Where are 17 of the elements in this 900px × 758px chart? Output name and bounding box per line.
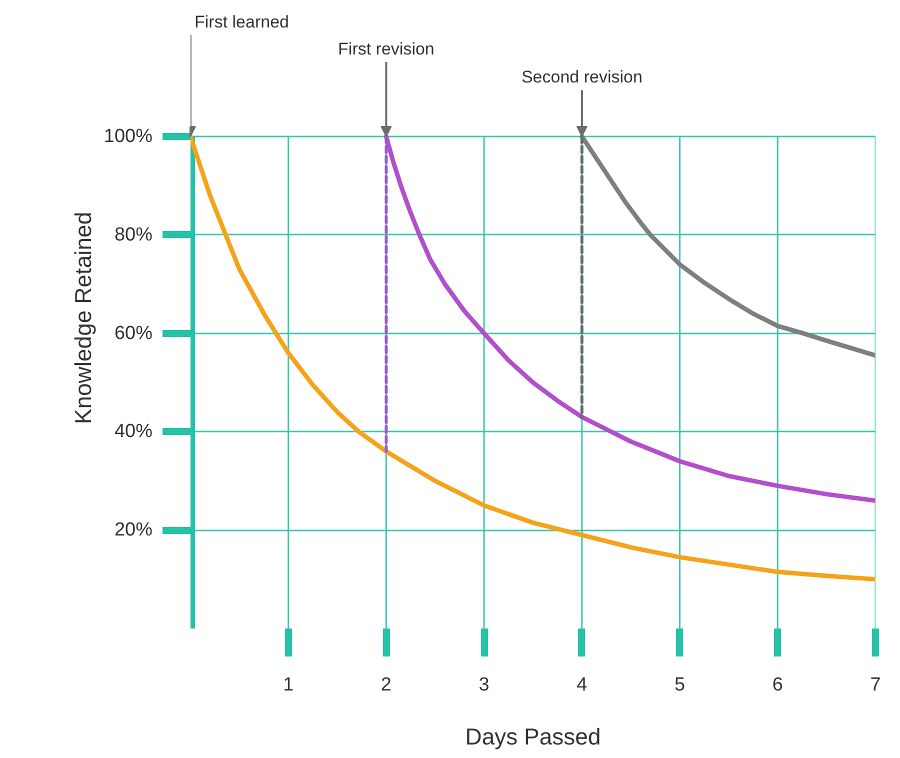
x-tick-label: 2 (380, 674, 392, 696)
y-tick-label: 20% (114, 520, 153, 541)
y-tick-label: 40% (114, 421, 153, 442)
annotation: First learned (194, 12, 289, 32)
x-axis-title: Days Passed (465, 724, 601, 750)
x-tick-label: 3 (478, 674, 490, 696)
y-axis-title: Knowledge Retained (70, 212, 96, 424)
annotation: First revision (338, 40, 434, 59)
y-tick-label: 100% (104, 126, 153, 148)
x-tick-label: 6 (772, 674, 783, 696)
y-tick-label: 80% (114, 224, 153, 246)
x-tick-label: 4 (576, 674, 588, 696)
x-tick-label: 1 (283, 674, 294, 696)
annotation: Second revision (521, 68, 642, 87)
y-tick-label: 60% (114, 322, 153, 344)
x-tick-label: 7 (870, 674, 881, 696)
x-tick-label: 5 (674, 674, 686, 696)
